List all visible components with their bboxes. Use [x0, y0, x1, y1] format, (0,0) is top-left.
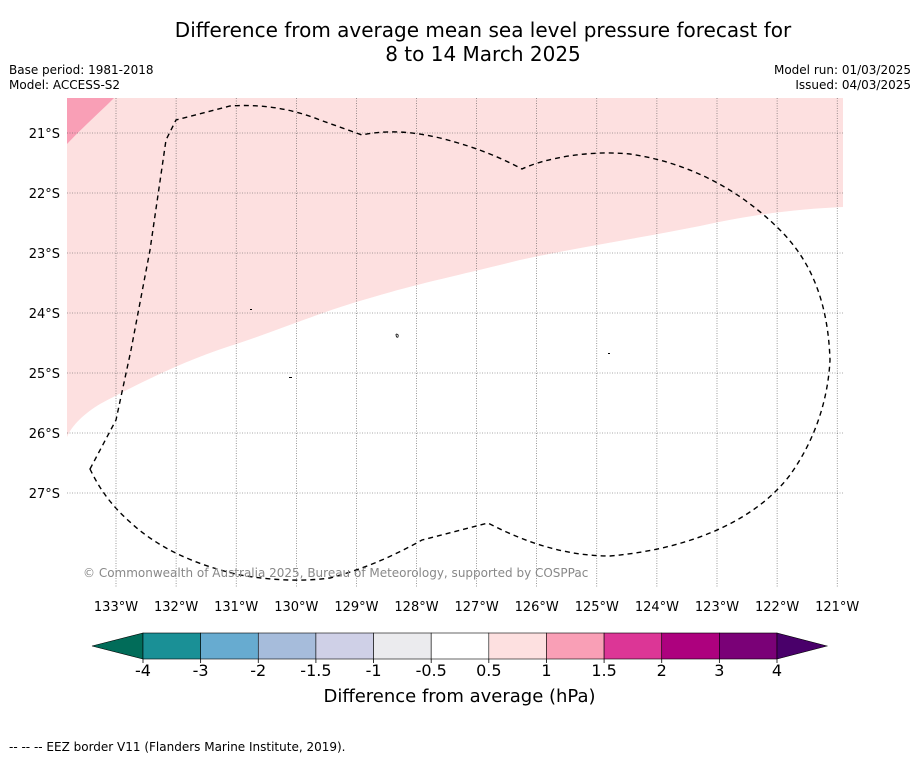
longitude-label: 122°W: [755, 600, 799, 615]
title-line-1: Difference from average mean sea level p…: [174, 18, 792, 42]
eez-legend-note: -- -- -- EEZ border V11 (Flanders Marine…: [9, 740, 346, 754]
map-title: Difference from average mean sea level p…: [0, 18, 919, 66]
colorbar-tick-label: -3: [193, 661, 209, 680]
longitude-label: 130°W: [274, 600, 318, 615]
colorbar-segment: [430, 632, 490, 660]
colorbar-segment: [142, 632, 201, 660]
colorbar-tick-label: -0.5: [416, 661, 447, 680]
colorbar-segment: [257, 632, 317, 660]
map-plot-area: © Commonwealth of Australia 2025, Bureau…: [67, 98, 843, 587]
issued-date: Issued: 04/03/2025: [795, 78, 911, 92]
colorbar-segment: [546, 632, 605, 660]
colorbar-tick-label: 1: [541, 661, 551, 680]
latitude-label: 25°S: [29, 367, 60, 382]
colorbar-segment: [315, 632, 374, 660]
colorbar-title: Difference from average (hPa): [323, 686, 596, 707]
meta-right: Model run: 01/03/2025 Issued: 04/03/2025: [774, 63, 911, 93]
longitude-label: 133°W: [94, 600, 138, 615]
longitude-label: 128°W: [394, 600, 438, 615]
latitude-label: 24°S: [29, 307, 60, 322]
model-run: Model run: 01/03/2025: [773, 63, 911, 77]
colorbar-segment: [661, 632, 720, 660]
longitude-labels: 133°W 132°W 131°W 130°W 129°W 128°W 127°W 126°W…: [94, 600, 860, 615]
colorbar-segment: [200, 632, 259, 660]
latitude-labels: 21°S 22°S 23°S 24°S 25°S 26°S 27°S: [29, 127, 60, 502]
longitude-label: 126°W: [515, 600, 559, 615]
colorbar: -4 -3 -2 -1.5 -1 -0.5 0.5 1 1.5 2 3 4: [91, 632, 829, 680]
colorbar-over-arrow: [776, 632, 829, 660]
longitude-label: 125°W: [575, 600, 619, 615]
colorbar-segment: [373, 632, 432, 660]
longitude-label: 132°W: [154, 600, 198, 615]
small-islands: [250, 309, 610, 378]
colorbar-segment: [488, 632, 547, 660]
colorbar-tick-label: 4: [772, 661, 782, 680]
longitude-label: 131°W: [214, 600, 258, 615]
anomaly-region-1-1.5: [67, 98, 114, 144]
colorbar-tick-label: -2: [250, 661, 266, 680]
colorbar-tick-label: 2: [657, 661, 667, 680]
anomaly-region-0.5-1: [67, 98, 843, 437]
title-line-2: 8 to 14 March 2025: [385, 42, 581, 66]
latitude-label: 27°S: [29, 487, 60, 502]
longitude-label: 124°W: [635, 600, 679, 615]
latitude-label: 21°S: [29, 127, 60, 142]
colorbar-tick-label: 3: [714, 661, 724, 680]
colorbar-tick-label: -1.5: [300, 661, 331, 680]
latitude-label: 22°S: [29, 187, 60, 202]
latitude-label: 26°S: [29, 427, 60, 442]
longitude-label: 127°W: [455, 600, 499, 615]
graticule: [67, 98, 843, 587]
longitude-label: 123°W: [695, 600, 739, 615]
colorbar-under-arrow: [91, 632, 144, 660]
meta-left: Base period: 1981-2018 Model: ACCESS-S2: [9, 63, 154, 93]
longitude-label: 121°W: [815, 600, 859, 615]
colorbar-tick-label: 1.5: [591, 661, 616, 680]
latitude-label: 23°S: [29, 247, 60, 262]
copyright-notice: © Commonwealth of Australia 2025, Bureau…: [83, 566, 588, 580]
eez-border: [89, 104, 831, 581]
longitude-label: 129°W: [334, 600, 378, 615]
colorbar-segment: [719, 632, 778, 660]
colorbar-tick-label: -1: [366, 661, 382, 680]
colorbar-tick-label: -4: [135, 661, 151, 680]
base-period: Base period: 1981-2018: [9, 63, 154, 77]
colorbar-segment: [603, 632, 663, 660]
model-name: Model: ACCESS-S2: [9, 78, 121, 92]
colorbar-tick-label: 0.5: [476, 661, 501, 680]
